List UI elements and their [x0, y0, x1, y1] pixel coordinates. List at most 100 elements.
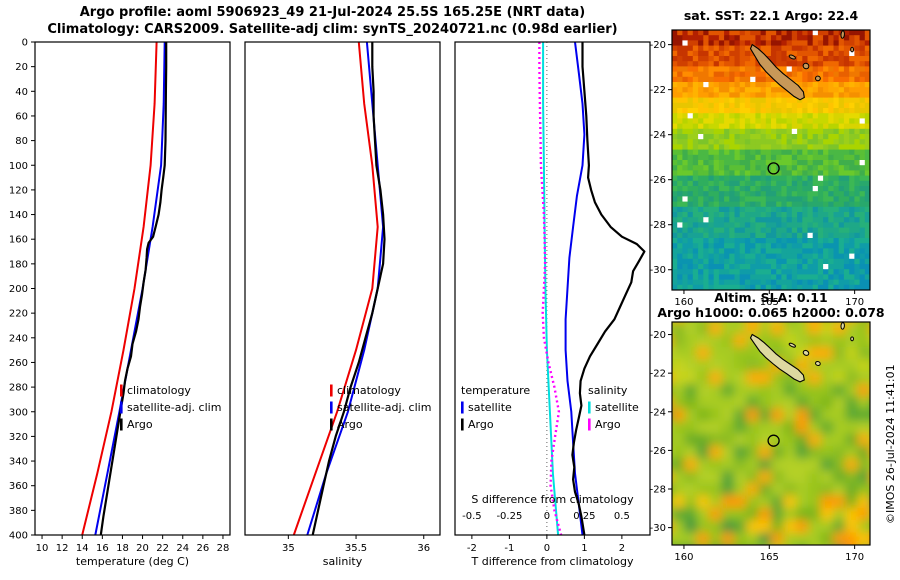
- lon-tick-label: 160: [674, 552, 693, 563]
- figure-title-line2: Climatology: CARS2009. Satellite-adj cli…: [47, 22, 618, 37]
- coastline-island: [840, 322, 845, 330]
- profile-line-climatology: [81, 41, 158, 536]
- x-axis-label: temperature (deg C): [76, 555, 189, 568]
- legend-marker: [120, 384, 123, 397]
- depth-tick-label: 260: [9, 358, 28, 369]
- profile-line-argo: [311, 42, 386, 536]
- legend-label: climatology: [127, 384, 191, 397]
- coastline-overlay: [749, 30, 855, 101]
- legend-marker: [120, 418, 123, 431]
- depth-tick-label: 140: [9, 210, 28, 221]
- coastline-island: [850, 46, 855, 53]
- legend-label: Argo: [127, 418, 153, 431]
- legend-label: Argo: [337, 418, 363, 431]
- depth-tick-label: 40: [15, 87, 28, 98]
- x-tick-label: 18: [116, 543, 129, 554]
- x-tick-label: 28: [217, 543, 230, 554]
- lat-tick-label: -24: [650, 130, 666, 141]
- lat-tick-label: -20: [650, 40, 666, 51]
- secondary-tick-label: 0.5: [614, 511, 630, 522]
- lat-tick-label: -30: [650, 523, 666, 534]
- depth-tick-label: 0: [22, 38, 28, 49]
- profile-line-climatology: [292, 41, 379, 536]
- legend-label: Argo: [595, 418, 621, 431]
- secondary-tick-label: -0.5: [462, 511, 482, 522]
- depth-tick-label: 240: [9, 333, 28, 344]
- x-tick-label: 22: [156, 543, 169, 554]
- panel-border: [244, 41, 441, 536]
- secondary-tick-label: -0.25: [496, 511, 522, 522]
- lat-tick-label: -26: [650, 446, 666, 457]
- depth-tick-label: 20: [15, 62, 28, 73]
- coastline-new-caledonia: [749, 333, 805, 383]
- lon-tick-label: 165: [760, 552, 779, 563]
- difference-profile-panel: -2 -1 0 1 2T difference from climatology S di…: [454, 41, 651, 568]
- coastline-island: [840, 30, 845, 39]
- x-axis-label: salinity: [323, 555, 363, 568]
- coastline-island: [802, 349, 810, 356]
- x-axis-label: T difference from climatology: [471, 555, 634, 568]
- x-tick-label: 35: [282, 543, 295, 554]
- depth-tick-label: 180: [9, 259, 28, 270]
- depth-tick-label: 60: [15, 111, 28, 122]
- sla-map: -20 -22 -24 -26 -28 -30 160 165 170: [650, 321, 871, 563]
- legend-label: satellite-adj. clim: [337, 401, 431, 414]
- lat-tick-label: -28: [650, 220, 666, 231]
- lat-tick-label: -22: [650, 369, 666, 380]
- panel-border: [454, 41, 651, 536]
- depth-tick-label: 380: [9, 506, 28, 517]
- legend-marker: [330, 418, 333, 431]
- x-tick-label: 16: [96, 543, 109, 554]
- lon-tick-label: 165: [760, 297, 779, 308]
- coastline-island: [815, 361, 821, 366]
- legend-label: Argo: [468, 418, 494, 431]
- x-tick-label: -1: [504, 543, 514, 554]
- legend-marker: [588, 401, 591, 414]
- lon-tick-label: 160: [674, 297, 693, 308]
- coastline-new-caledonia: [749, 43, 805, 101]
- lat-tick-label: -26: [650, 175, 666, 186]
- profile-line-argo: [99, 42, 168, 536]
- depth-tick-label: 100: [9, 161, 28, 172]
- coastline-island: [802, 62, 810, 70]
- x-tick-label: 36: [417, 543, 430, 554]
- legend-marker: [330, 384, 333, 397]
- depth-tick-label: 200: [9, 284, 28, 295]
- sla-map-title-line2: Argo h1000: 0.065 h2000: 0.078: [657, 305, 885, 320]
- secondary-tick-label: 0: [544, 511, 550, 522]
- secondary-tick-label: 0.25: [573, 511, 595, 522]
- lat-tick-label: -22: [650, 85, 666, 96]
- profile-line-argo-S: [538, 42, 563, 536]
- legend-marker: [461, 401, 464, 414]
- legend-label: satellite-adj. clim: [127, 401, 221, 414]
- lat-tick-label: -28: [650, 485, 666, 496]
- coastline-island: [815, 75, 821, 82]
- figure-title-line1: Argo profile: aoml 5906923_49 21-Jul-202…: [79, 5, 586, 20]
- depth-tick-label: 160: [9, 235, 28, 246]
- depth-tick-label: 340: [9, 457, 28, 468]
- depth-tick-label: 280: [9, 383, 28, 394]
- x-tick-label: 26: [196, 543, 209, 554]
- x-tick-label: 1: [581, 543, 587, 554]
- lat-tick-label: -24: [650, 407, 666, 418]
- legend-marker: [330, 401, 333, 414]
- coastline-island: [788, 342, 796, 348]
- depth-tick-label: 320: [9, 432, 28, 443]
- lon-tick-label: 170: [845, 297, 864, 308]
- argo-location-marker: [767, 162, 780, 175]
- depth-tick-label: 360: [9, 481, 28, 492]
- legend-label: climatology: [337, 384, 401, 397]
- legend-label: temperature: [461, 384, 530, 397]
- coastline-overlay: [749, 322, 855, 383]
- x-tick-label: -2: [467, 543, 477, 554]
- coastline-island: [850, 336, 855, 342]
- depth-tick-label: 220: [9, 309, 28, 320]
- profile-line-satellite-S: [542, 42, 560, 536]
- x-tick-label: 14: [76, 543, 89, 554]
- x-tick-label: 10: [36, 543, 49, 554]
- temperature-profile-panel: 10 12 14 16 18 20 22 24 26 28 temperature (deg C) 0…: [9, 38, 231, 568]
- x-tick-label: 24: [176, 543, 189, 554]
- legend-marker: [120, 401, 123, 414]
- coastline-island: [788, 54, 796, 60]
- copyright-watermark: ©IMOS 26-Jul-2024 11:41:01: [884, 364, 897, 524]
